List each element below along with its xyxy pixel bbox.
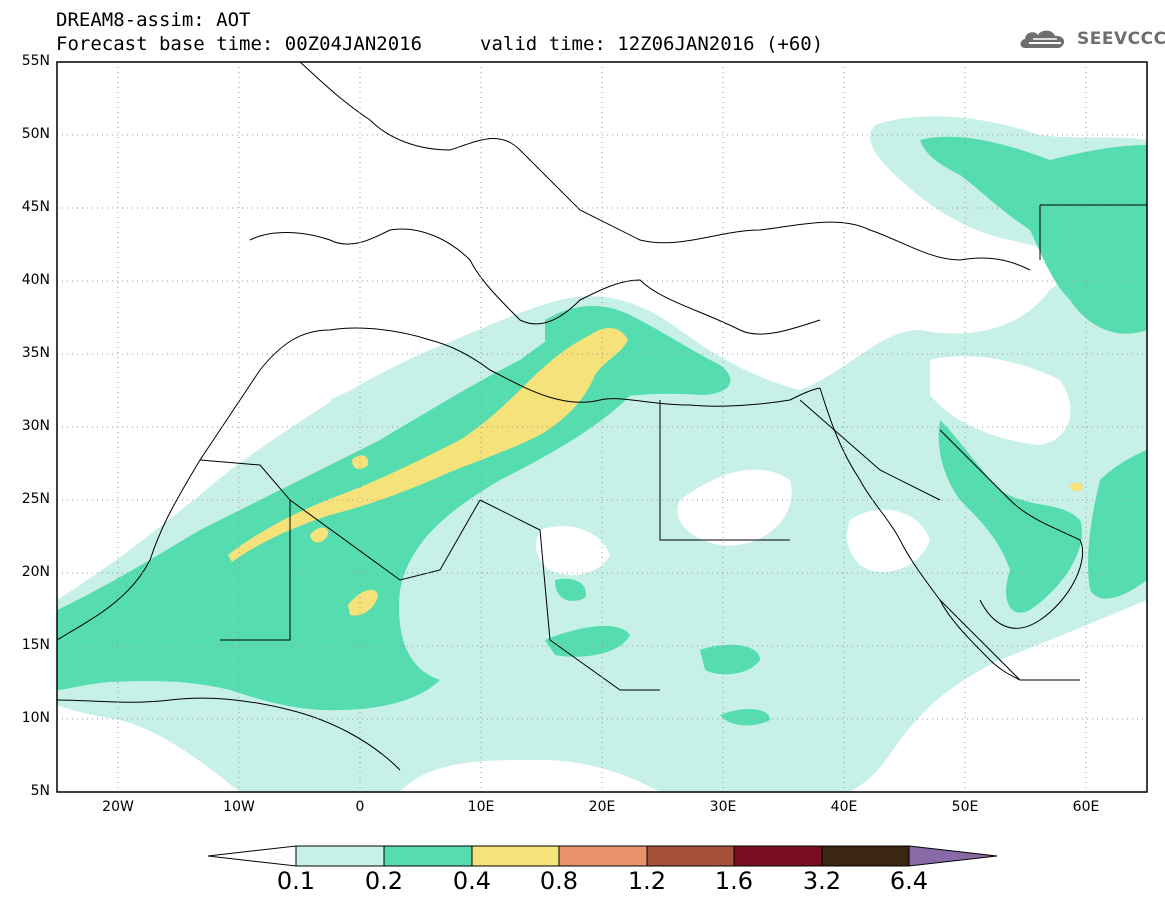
lon-label-50e: 50E — [951, 799, 979, 815]
aot-level-0.2-sea-red — [720, 708, 770, 726]
colorbar — [207, 845, 998, 867]
colorbar-label-0.2: 0.2 — [364, 867, 404, 895]
lon-label-20e: 20E — [588, 799, 616, 815]
lon-label-10e: 10E — [467, 799, 495, 815]
aot-level-0.2-caspian — [920, 136, 1147, 334]
logo-text: SEEVCCC — [1077, 29, 1165, 49]
colorbar-low-arrow — [207, 845, 297, 867]
colorbar-label-1.6: 1.6 — [714, 867, 754, 895]
colorbar-label-6.4: 6.4 — [889, 867, 929, 895]
colorbar-label-0.1: 0.1 — [276, 867, 316, 895]
lat-label-15n: 15N — [21, 637, 50, 653]
aot-level-0.4-west — [310, 527, 329, 543]
colorbar-label-0.4: 0.4 — [452, 867, 492, 895]
aot-level-0.4-iran — [1070, 482, 1083, 492]
aot-level-0.4-nigeria — [348, 589, 378, 616]
aot-level-0.2-arabian-sea — [1088, 450, 1147, 599]
colorbar-bin-6 — [733, 845, 823, 867]
lat-label-5n: 5N — [30, 783, 50, 799]
colorbar-label-0.8: 0.8 — [539, 867, 579, 895]
lat-label-40n: 40N — [21, 272, 50, 288]
lon-label-20w: 20W — [102, 799, 134, 815]
lat-lon-grid — [57, 62, 1147, 792]
lon-label-40e: 40E — [830, 799, 858, 815]
lon-label-10w: 10W — [223, 799, 255, 815]
coastlines — [57, 62, 1147, 771]
aot-level-0.2-chad — [545, 625, 630, 657]
colorbar-label-1.2: 1.2 — [627, 867, 667, 895]
aot-field — [57, 116, 1147, 792]
valid-time: valid time: 12Z06JAN2016 (+60) — [480, 33, 824, 55]
lat-label-20n: 20N — [21, 564, 50, 580]
lon-label-60e: 60E — [1072, 799, 1100, 815]
aot-level-0.2-gulf — [938, 420, 1082, 613]
aot-level-0.2-sudan — [700, 644, 760, 675]
colorbar-bin-2 — [383, 845, 473, 867]
colorbar-bin-7 — [821, 845, 910, 867]
lon-label-30e: 30E — [709, 799, 737, 815]
lon-label-0: 0 — [355, 799, 365, 815]
colorbar-label-3.2: 3.2 — [802, 867, 842, 895]
aot-level-0.2-niger — [555, 578, 586, 601]
aot-level-0.1-north-sahara — [330, 343, 520, 418]
lat-label-45n: 45N — [21, 199, 50, 215]
colorbar-bin-4 — [558, 845, 648, 867]
aot-level-0.4-plume — [228, 328, 628, 562]
lat-label-55n: 55N — [21, 53, 50, 69]
forecast-base-time: Forecast base time: 00Z04JAN2016 — [56, 33, 423, 55]
cloud-logo-icon — [1020, 30, 1065, 48]
lat-label-30n: 30N — [21, 418, 50, 434]
aot-clear-sahara-east — [677, 469, 792, 546]
seevccc-logo: SEEVCCC — [1017, 26, 1165, 52]
colorbar-high-arrow — [908, 845, 998, 867]
colorbar-bin-5 — [646, 845, 735, 867]
map-title: DREAM8-assim: AOT — [56, 9, 251, 31]
map-frame — [56, 61, 1148, 793]
lat-label-10n: 10N — [21, 710, 50, 726]
lat-label-35n: 35N — [21, 345, 50, 361]
colorbar-bin-3 — [471, 845, 560, 867]
aot-clear-libya — [536, 526, 610, 575]
lat-label-25n: 25N — [21, 491, 50, 507]
colorbar-bin-1 — [295, 845, 385, 867]
lat-label-50n: 50N — [21, 126, 50, 142]
